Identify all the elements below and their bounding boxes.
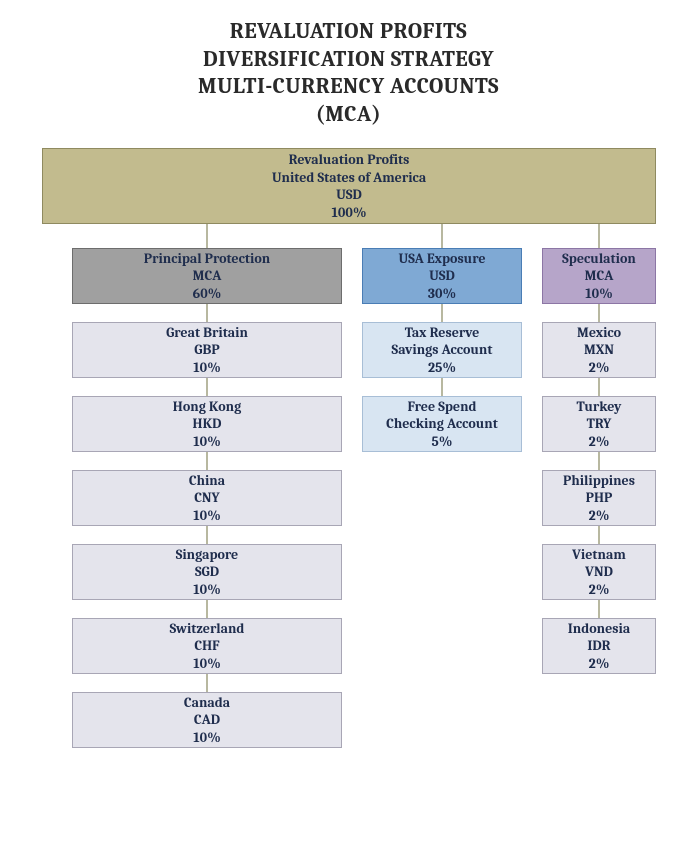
root-node-line1: Revaluation Profits (289, 151, 410, 169)
branch-2-item-2: PhilippinesPHP2% (542, 470, 656, 526)
connector (598, 526, 600, 544)
branch-2-item-0-line1: Mexico (577, 324, 621, 342)
branch-1-item-0-line1: Tax Reserve (405, 324, 480, 342)
connector (598, 224, 600, 248)
branch-0-item-0-line3: 10% (193, 359, 221, 377)
branch-header-0-line2: MCA (193, 267, 222, 285)
title-line-4: (MCA) (316, 101, 382, 127)
connector (598, 304, 600, 322)
branch-header-0-line1: Principal Protection (144, 250, 270, 268)
branch-header-2-line1: Speculation (562, 250, 636, 268)
connector (206, 526, 208, 544)
branch-2-item-2-line3: 2% (589, 507, 610, 525)
branch-1-item-0-line2: Savings Account (392, 341, 493, 359)
branch-0-item-4-line1: Switzerland (170, 620, 245, 638)
branch-0-item-4-line2: CHF (194, 637, 219, 655)
branch-2-item-3: VietnamVND2% (542, 544, 656, 600)
org-chart: Revaluation ProfitsUnited States of Amer… (32, 148, 665, 848)
root-node-line4: 100% (332, 204, 367, 222)
branch-2-item-0-line3: 2% (589, 359, 610, 377)
branch-2-item-4: IndonesiaIDR2% (542, 618, 656, 674)
branch-0-item-1: Hong KongHKD10% (72, 396, 342, 452)
branch-0-item-3-line3: 10% (193, 581, 221, 599)
branch-2-item-4-line2: IDR (587, 637, 610, 655)
connector (206, 378, 208, 396)
connector (441, 224, 443, 248)
branch-header-2-line2: MCA (585, 267, 614, 285)
connector (206, 452, 208, 470)
title-line-3: MULTI-CURRENCY ACCOUNTS (198, 73, 499, 99)
branch-2-item-4-line1: Indonesia (568, 620, 630, 638)
branch-2-item-1-line3: 2% (589, 433, 610, 451)
connector (206, 674, 208, 692)
root-node: Revaluation ProfitsUnited States of Amer… (42, 148, 656, 224)
branch-header-0: Principal ProtectionMCA60% (72, 248, 342, 304)
branch-0-item-1-line3: 10% (193, 433, 221, 451)
branch-0-item-2-line1: China (189, 472, 225, 490)
branch-1-item-1-line2: Checking Account (386, 415, 498, 433)
connector (598, 600, 600, 618)
branch-header-2-line3: 10% (585, 285, 613, 303)
branch-0-item-2-line3: 10% (193, 507, 221, 525)
connector (206, 304, 208, 322)
branch-2-item-2-line1: Philippines (563, 472, 635, 490)
branch-0-item-5-line1: Canada (184, 694, 230, 712)
branch-0-item-3: SingaporeSGD10% (72, 544, 342, 600)
connector (598, 378, 600, 396)
branch-0-item-1-line1: Hong Kong (173, 398, 241, 416)
branch-1-item-1-line1: Free Spend (407, 398, 476, 416)
branch-header-1-line1: USA Exposure (398, 250, 485, 268)
branch-0-item-5-line2: CAD (194, 711, 220, 729)
branch-0-item-1-line2: HKD (193, 415, 222, 433)
branch-header-1: USA ExposureUSD30% (362, 248, 522, 304)
branch-2-item-4-line3: 2% (589, 655, 610, 673)
branch-2-item-0-line2: MXN (584, 341, 614, 359)
connector (206, 600, 208, 618)
branch-2-item-3-line1: Vietnam (572, 546, 626, 564)
branch-0-item-3-line2: SGD (195, 563, 219, 581)
branch-0-item-5-line3: 10% (193, 729, 221, 747)
branch-0-item-4: SwitzerlandCHF10% (72, 618, 342, 674)
title-line-2: DIVERSIFICATION STRATEGY (203, 46, 494, 72)
branch-1-item-1: Free SpendChecking Account5% (362, 396, 522, 452)
title-line-1: REVALUATION PROFITS (230, 18, 467, 44)
branch-2-item-2-line2: PHP (586, 489, 613, 507)
branch-0-item-0: Great BritainGBP10% (72, 322, 342, 378)
connector (441, 378, 443, 396)
branch-header-2: SpeculationMCA10% (542, 248, 656, 304)
branch-0-item-0-line1: Great Britain (166, 324, 248, 342)
branch-2-item-1: TurkeyTRY2% (542, 396, 656, 452)
branch-1-item-0: Tax ReserveSavings Account25% (362, 322, 522, 378)
branch-0-item-0-line2: GBP (194, 341, 219, 359)
connector (598, 452, 600, 470)
branch-0-item-4-line3: 10% (193, 655, 221, 673)
branch-1-item-1-line3: 5% (432, 433, 453, 451)
branch-2-item-1-line2: TRY (587, 415, 612, 433)
branch-0-item-3-line1: Singapore (176, 546, 239, 564)
branch-header-0-line3: 60% (193, 285, 222, 303)
branch-2-item-0: MexicoMXN2% (542, 322, 656, 378)
branch-0-item-2-line2: CNY (194, 489, 220, 507)
branch-header-1-line2: USD (429, 267, 455, 285)
branch-1-item-0-line3: 25% (428, 359, 456, 377)
connector (206, 224, 208, 248)
root-node-line3: USD (336, 186, 362, 204)
connector (441, 304, 443, 322)
branch-0-item-2: ChinaCNY10% (72, 470, 342, 526)
page-title: REVALUATION PROFITS DIVERSIFICATION STRA… (32, 18, 665, 128)
branch-2-item-3-line2: VND (585, 563, 613, 581)
branch-2-item-1-line1: Turkey (577, 398, 622, 416)
branch-0-item-5: CanadaCAD10% (72, 692, 342, 748)
branch-header-1-line3: 30% (428, 285, 456, 303)
root-node-line2: United States of America (272, 169, 426, 187)
branch-2-item-3-line3: 2% (589, 581, 610, 599)
